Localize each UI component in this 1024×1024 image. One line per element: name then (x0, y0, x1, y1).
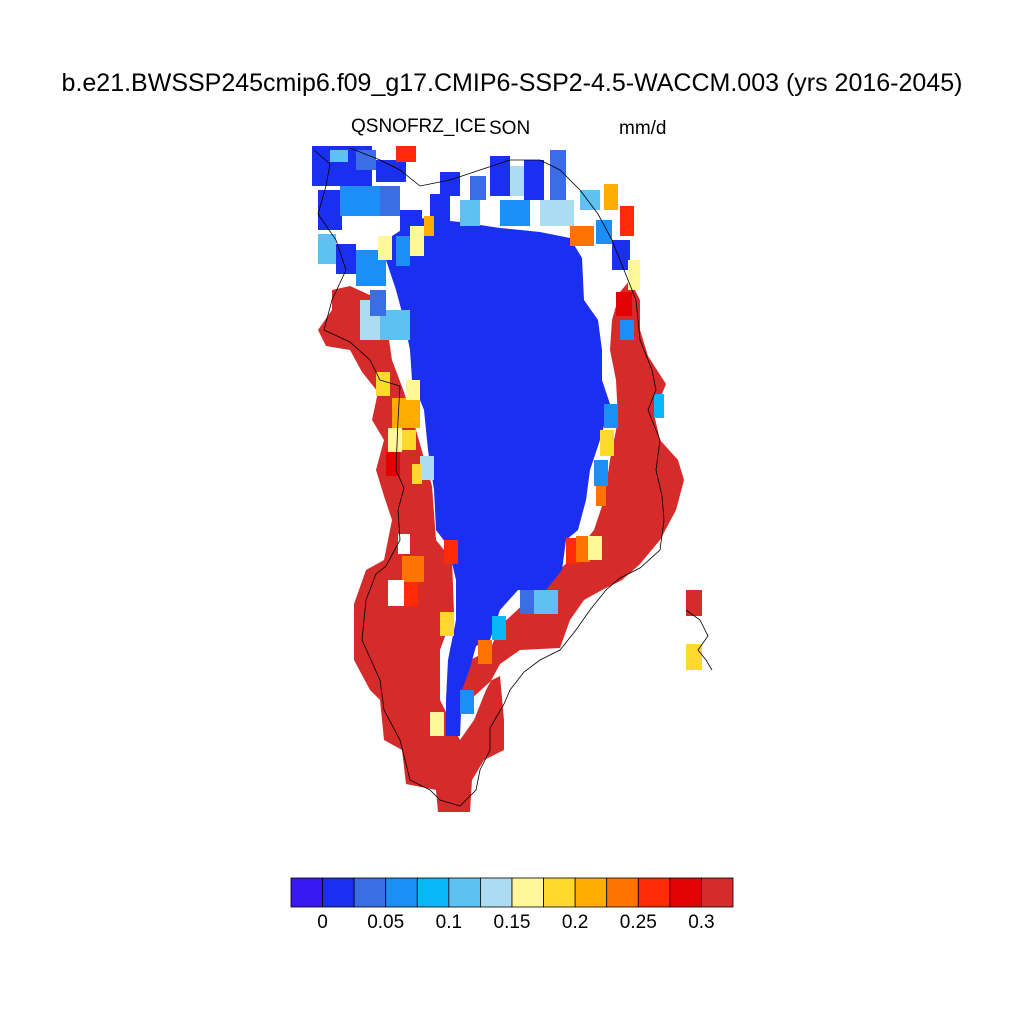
colorbar-swatch (353, 877, 387, 908)
units-label: mm/d (619, 118, 667, 139)
colorbar-tick-label: 0.1 (435, 912, 463, 933)
colorbar-swatch (448, 877, 481, 908)
colorbar-swatch (480, 877, 513, 908)
colorbar-tick-label: 0 (317, 912, 328, 933)
colorbar-swatch (669, 877, 702, 908)
colorbar-swatch (543, 877, 576, 908)
north-bands (312, 146, 640, 340)
colorbar-swatch (322, 877, 355, 908)
colorbar-tick-label: 0.25 (619, 912, 657, 933)
colorbar-tick-label: 0.05 (367, 912, 405, 933)
interior-low-region (386, 218, 610, 736)
west-transition-cells (360, 216, 558, 736)
colorbar-swatch (574, 877, 608, 908)
colorbar-swatch (290, 877, 323, 908)
coastline-island (685, 609, 713, 671)
east-transition-cells (566, 394, 664, 564)
plot-title: b.e21.BWSSP245cmip6.f09_g17.CMIP6-SSP2-4… (61, 69, 963, 97)
colorbar-tick-label: 0.15 (493, 912, 531, 933)
colorbar-tick-label: 0.2 (561, 912, 589, 933)
season-label: SON (489, 118, 531, 139)
colorbar-swatch (416, 877, 450, 908)
colorbar-swatch (606, 877, 639, 908)
colorbar-swatch (701, 877, 734, 908)
coastline (313, 147, 665, 807)
colorbar-swatch (637, 877, 671, 908)
colorbar-tick-label: 0.3 (688, 912, 715, 933)
colorbar-swatch (511, 877, 544, 908)
colorbar-swatch (385, 877, 418, 908)
variable-label: QSNOFRZ_ICE (351, 116, 487, 137)
